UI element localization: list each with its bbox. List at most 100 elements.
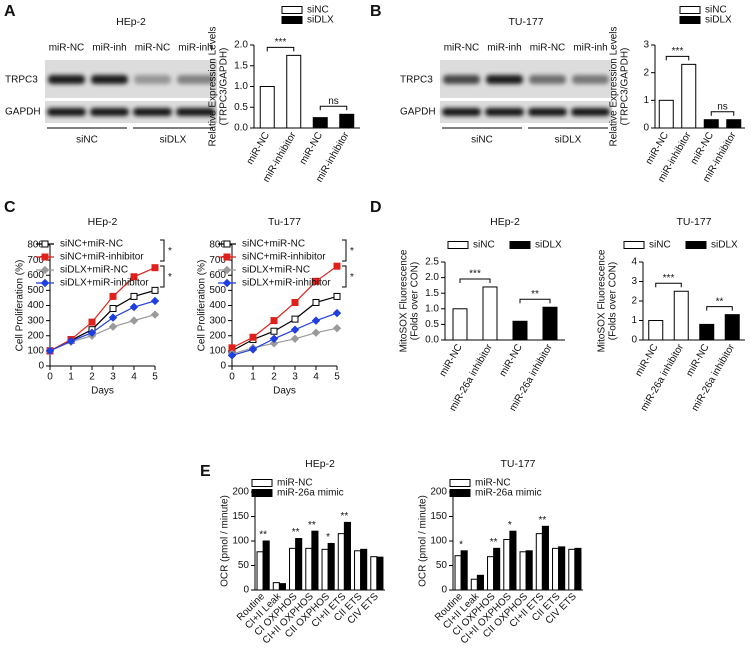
legend-bracket [342,239,347,262]
bar [648,320,664,341]
marker [66,336,76,346]
x-tick-label: miR-NC [245,130,272,166]
legend-bracket-label: * [168,272,172,283]
y-axis-label: (TRPC3/GAPDH) [219,48,230,126]
marker [270,317,278,325]
y-tick-label: 500 [209,285,226,296]
band [443,75,480,84]
legend-label: siDLX [711,240,738,251]
marker [332,308,342,318]
bar [703,119,719,129]
legend-swatch [449,479,471,487]
series-line [231,312,338,356]
legend-label: siDLX [705,15,732,26]
y-tick-label: 500 [27,285,44,296]
marker [269,339,279,348]
legend-marker [222,265,232,275]
y-tick-label: 1 [643,95,649,106]
bracket-label: *** [469,269,481,280]
bar [699,323,715,341]
bar [525,550,533,591]
legend-label: siNC+miR-NC [60,239,123,250]
y-tick-label: 700 [27,255,44,266]
bar [470,578,478,591]
marker [130,273,138,281]
marker [130,292,138,300]
y-tick-label: 50 [238,560,250,571]
legend-bracket-label: * [350,246,354,257]
x-tick-label: 1 [68,372,74,383]
bar [305,547,313,591]
annotation: ** [259,530,267,541]
legend-swatch [623,241,645,249]
y-axis-label: OCR (pmol / minute) [220,495,231,587]
blot-background [45,101,217,123]
series-line [49,300,156,352]
band [177,75,214,84]
legend-bracket [160,239,165,262]
x-axis-label: Days [91,386,114,397]
x-tick-label: 3 [292,372,298,383]
y-axis-label: Relative Expression Levels [609,26,620,146]
legend-bracket [342,265,347,288]
bar [354,550,362,591]
legend-swatch [251,479,273,487]
series-line [231,327,338,355]
band [572,75,609,84]
y-tick-label: 3 [643,40,649,51]
bar [262,540,270,591]
chart-title: TU-177 [500,458,535,470]
marker [109,305,117,313]
marker [87,328,97,337]
legend-swatch [281,6,303,14]
bar [454,555,462,591]
legend-label: siNC+miR-NC [242,239,305,250]
y-tick-label: 1.5 [234,60,248,71]
y-tick-label: 0 [220,361,226,372]
marker [290,334,300,343]
y-tick-label: 200 [27,330,44,341]
row-label: GAPDH [400,107,436,118]
bar [726,119,742,129]
bracket-label: *** [275,37,287,48]
bar [482,286,498,341]
chart-title: TU-177 [676,216,711,228]
group-label: siDLX [160,135,187,146]
bracket-label: ns [328,96,339,107]
y-tick-label: 50 [436,560,448,571]
bar [337,533,345,591]
bar [256,551,264,591]
panel-letter: C [4,199,16,216]
bar [558,546,566,591]
x-tick-label: miR-NC [298,130,325,166]
y-tick-label: 300 [209,315,226,326]
bar [519,551,527,591]
row-label: TRPC3 [400,75,433,86]
x-tick-label: 0 [229,372,235,383]
bar [552,547,560,591]
x-tick-label: 3 [110,372,116,383]
y-tick-label: 2.5 [425,257,439,268]
y-tick-label: 3 [631,276,637,287]
y-tick-label: 100 [232,536,249,547]
bar [512,320,528,341]
legend-label: siNC+miR-inhibitor [60,252,144,263]
lane-label: miR-inh [487,43,521,54]
y-tick-label: 100 [27,346,44,357]
legend-label: siDLX+miR-inhibitor [60,278,149,289]
marker [269,334,279,343]
x-tick-label: 5 [152,372,158,383]
bar [311,530,319,591]
legend-swatch [685,241,707,249]
lane-label: miR-inh [573,43,607,54]
legend-bracket-label: * [168,246,172,257]
bar [542,306,558,341]
marker [109,292,117,300]
y-tick-label: 100 [430,536,447,547]
row-label: TRPC3 [5,75,38,86]
bar [312,117,328,129]
chart-title: HEp-2 [490,216,520,228]
band [90,108,129,116]
legend-label: siDLX+miR-inhibitor [242,278,331,289]
